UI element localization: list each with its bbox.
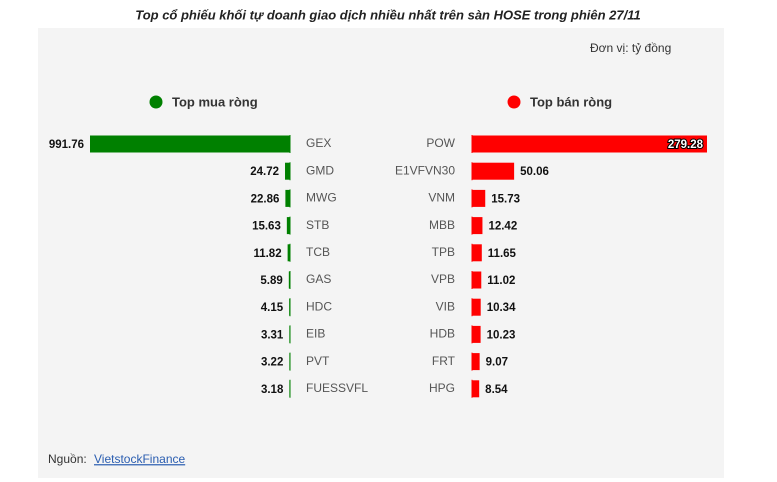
- value-label: 4.15: [261, 302, 284, 314]
- legend-label: Top mua ròng: [172, 94, 258, 109]
- value-label: 5.89: [260, 275, 282, 287]
- source-label: Nguồn:: [48, 452, 87, 466]
- chart-title: Top cổ phiếu khối tự doanh giao dịch nhi…: [135, 7, 640, 22]
- category-label: MWG: [306, 191, 337, 205]
- bar: [472, 189, 486, 207]
- category-label: HPG: [429, 381, 455, 395]
- bar: [472, 353, 480, 371]
- card: [38, 28, 724, 478]
- bar: [285, 189, 290, 207]
- value-label: 8.54: [485, 384, 508, 396]
- category-label: VPB: [431, 272, 455, 286]
- value-label: 9.07: [486, 357, 508, 369]
- category-label: FUESSVFL: [306, 381, 368, 395]
- category-label: TCB: [306, 245, 330, 259]
- category-label: E1VFVN30: [395, 163, 455, 177]
- bar: [472, 244, 482, 262]
- value-label: 3.18: [261, 384, 284, 396]
- value-label: 11.65: [488, 248, 517, 260]
- value-label: 24.72: [250, 166, 279, 178]
- category-label: GEX: [306, 136, 331, 150]
- category-label: VIB: [436, 299, 455, 313]
- bar: [90, 135, 290, 153]
- bar: [287, 244, 290, 262]
- value-label: 11.82: [253, 248, 281, 260]
- value-label: 15.63: [252, 221, 281, 233]
- bar: [472, 271, 482, 289]
- category-label: HDC: [306, 299, 332, 313]
- bar: [472, 217, 483, 235]
- bar: [472, 162, 515, 180]
- value-label: 279.28: [668, 139, 704, 151]
- category-label: FRT: [432, 354, 456, 368]
- bar: [288, 271, 290, 289]
- legend-marker: [149, 95, 163, 109]
- bar: [289, 380, 290, 398]
- bar: [289, 353, 290, 371]
- value-label: 15.73: [491, 193, 520, 205]
- bar: [286, 217, 290, 235]
- value-label: 3.22: [261, 357, 283, 369]
- value-label: 10.34: [487, 302, 516, 314]
- value-label: 991.76: [49, 139, 84, 151]
- category-label: GAS: [306, 272, 331, 286]
- value-label: 3.31: [261, 329, 284, 341]
- value-label: 10.23: [487, 329, 516, 341]
- category-label: EIB: [306, 327, 325, 341]
- legend-label: Top bán ròng: [530, 94, 612, 109]
- source-link[interactable]: VietstockFinance: [94, 452, 185, 466]
- value-label: 12.42: [488, 221, 517, 233]
- bar: [472, 380, 480, 398]
- bar: [285, 162, 290, 180]
- value-label: 50.06: [520, 166, 549, 178]
- bar: [472, 325, 481, 343]
- category-label: VNM: [428, 191, 455, 205]
- value-label: 11.02: [487, 275, 515, 287]
- category-label: TPB: [432, 245, 455, 259]
- category-label: MBB: [429, 218, 455, 232]
- unit-label: Đơn vị: tỷ đồng: [590, 41, 671, 55]
- legend-marker: [507, 95, 521, 109]
- bar: [472, 298, 481, 316]
- category-label: STB: [306, 218, 329, 232]
- category-label: POW: [426, 136, 455, 150]
- bar: [289, 325, 290, 343]
- value-label: 22.86: [251, 193, 280, 205]
- bar: [472, 135, 707, 153]
- bar: [289, 298, 290, 316]
- category-label: HDB: [430, 327, 455, 341]
- category-label: PVT: [306, 354, 330, 368]
- category-label: GMD: [306, 163, 334, 177]
